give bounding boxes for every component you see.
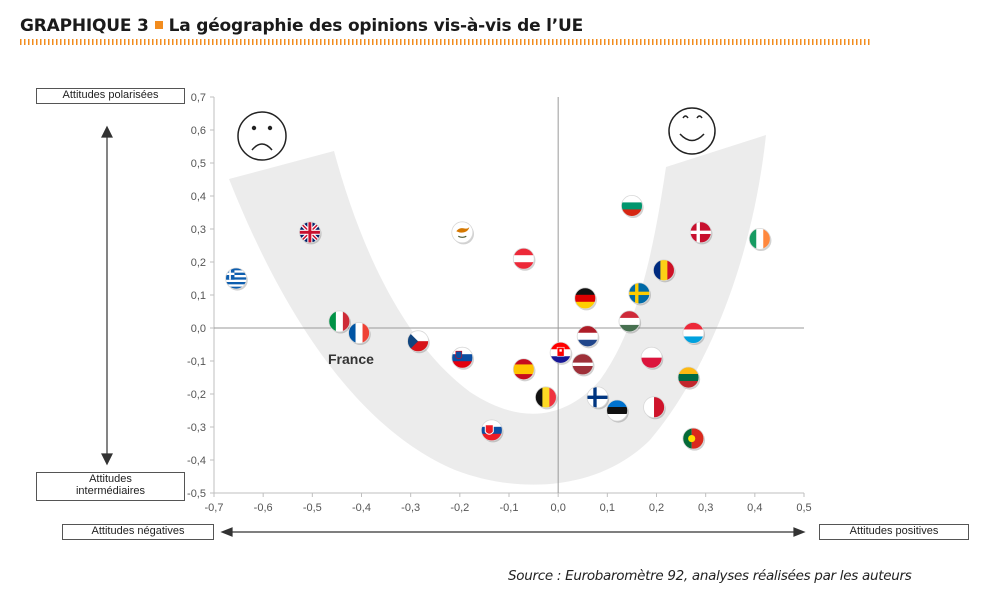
x-tick-label: -0,5 [303,502,322,514]
x-tick-label: -0,3 [401,502,420,514]
flag-point-hu [618,310,642,334]
flag-point-uk [298,221,322,245]
flag-point-si [451,346,474,370]
flag-point-gr [225,267,248,291]
y-tick-label: -0,3 [187,422,206,434]
flag-point-ie [748,227,772,251]
flag-point-lt [677,366,701,390]
negative-attitudes-box: Attitudes négatives [62,524,214,540]
source-note: Source : Eurobaromètre 92, analyses réal… [508,568,912,584]
happy-face-icon [668,107,716,155]
flag-point-mt [643,396,666,420]
sad-face-icon [237,111,287,161]
flag-point-pl [640,346,664,370]
negative-attitudes-label: Attitudes négatives [91,525,185,537]
x-tick-label: -0,2 [450,502,469,514]
polarized-attitudes-label: Attitudes polarisées [62,89,159,101]
x-tick-label: 0,3 [698,502,713,514]
flag-point-cz [407,330,430,354]
y-tick-label: 0,2 [191,257,206,269]
x-tick-label: 0,5 [796,502,811,514]
x-tick-label: -0,7 [205,502,224,514]
flag-point-hr [549,341,573,365]
flag-point-be [534,386,558,410]
intermediate-attitudes-label-line2: intermédiaires [75,485,146,497]
flag-point-ro [652,259,676,283]
flag-point-it [328,310,352,334]
x-tick-label: 0,1 [600,502,615,514]
header-underline [20,39,870,45]
data-points [225,194,772,451]
flag-point-fi [586,386,610,410]
horizontal-double-arrow [220,527,806,537]
y-tick-label: 0,7 [191,92,206,104]
x-tick-label: 0,4 [747,502,762,514]
x-tick-label: -0,4 [352,502,371,514]
y-tick-label: -0,5 [187,488,206,500]
axes: -0,7 -0,6 -0,5 -0,4 -0,3 -0,2 -0,1 0,0 0,1 0,2 0,3… [187,92,812,514]
y-tick-label: 0,4 [191,191,206,203]
x-tick-label: -0,1 [500,502,519,514]
opinion-band [229,135,766,485]
y-tick-label: 0,3 [191,224,206,236]
x-tick-label: 0,2 [649,502,664,514]
intermediate-attitudes-box: Attitudes intermédiaires [36,472,185,501]
flag-point-ee [606,399,629,423]
intermediate-attitudes-label-line1: Attitudes [89,473,132,485]
flag-point-lv [571,353,595,377]
y-tick-label: 0,1 [191,290,206,302]
vertical-double-arrow [101,125,113,466]
y-tick-label: 0,6 [191,125,206,137]
flag-point-fr [348,322,371,346]
flag-point-cy [451,221,474,245]
france-label: France [328,351,374,367]
flag-point-nl [576,325,600,349]
flag-point-es [512,358,536,382]
flag-point-lu [682,322,706,346]
chart-header: GRAPHIQUE 3 La géographie des opinions vi… [20,16,583,36]
flag-point-pt [682,427,706,451]
flag-point-bg [621,194,644,218]
chart-title: La géographie des opinions vis-à-vis de … [168,16,584,36]
positive-attitudes-label: Attitudes positives [849,525,939,537]
positive-attitudes-box: Attitudes positives [819,524,969,540]
flag-point-se [628,282,651,306]
header-bullet-icon [154,21,163,29]
y-tick-label: 0,5 [191,158,206,170]
y-tick-label: 0,0 [191,323,206,335]
y-tick-label: -0,2 [187,389,206,401]
flag-point-dk [689,221,713,245]
y-tick-label: -0,4 [187,455,206,467]
flag-point-at [512,247,536,271]
y-tick-label: -0,1 [187,356,206,368]
x-tick-label: 0,0 [551,502,566,514]
x-tick-label: -0,6 [254,502,273,514]
flag-point-sk [480,419,504,443]
chart-number: GRAPHIQUE 3 [20,16,149,36]
polarized-attitudes-box: Attitudes polarisées [36,88,185,104]
flag-point-de [574,287,597,311]
